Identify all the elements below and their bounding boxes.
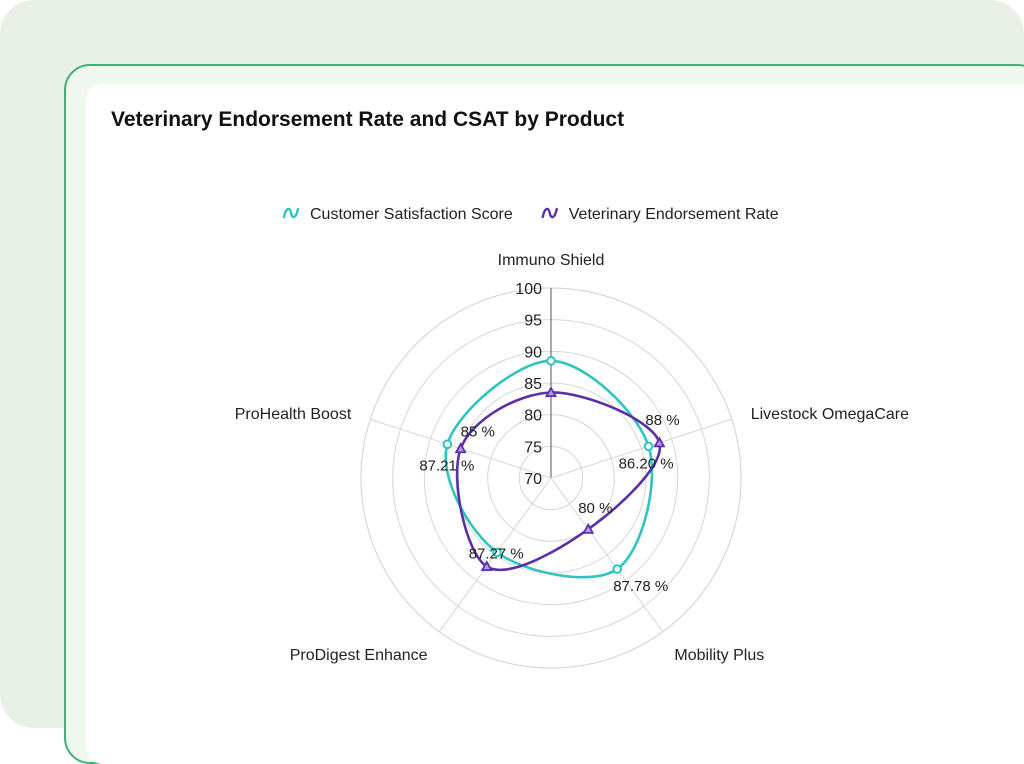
chart-card xyxy=(86,84,1024,764)
series-veterinary-endorsement-rate xyxy=(454,386,666,572)
legend-swatch-icon xyxy=(282,207,300,219)
series-line-customer-satisfaction-score xyxy=(444,359,654,579)
data-label-veterinary-endorsement-rate-mobility-plus: 80 % xyxy=(578,500,612,517)
data-label-customer-satisfaction-score-prohealth-boost: 87.21 % xyxy=(419,457,474,474)
point-customer-satisfaction-score-prohealth-boost[interactable] xyxy=(442,439,453,450)
radar-chart: 70 75 80 85 90 95 100 Immuno Shield Livestock O… xyxy=(235,206,909,669)
data-label-customer-satisfaction-score-livestock-omegacare: 86.20 % xyxy=(619,455,674,472)
point-customer-satisfaction-score-livestock-omegacare[interactable] xyxy=(643,441,654,452)
category-label-prodigest-enhance: ProDigest Enhance xyxy=(290,647,428,664)
legend-swatch-icon xyxy=(541,207,558,219)
legend-item-customer-satisfaction-score[interactable]: Customer Satisfaction Score xyxy=(282,206,513,223)
spoke-mobility-plus xyxy=(550,477,664,633)
point-veterinary-endorsement-rate-livestock-omegacare[interactable] xyxy=(653,436,666,448)
point-customer-satisfaction-score-immuno-shield[interactable] xyxy=(546,356,556,366)
point-customer-satisfaction-score-mobility-plus[interactable] xyxy=(612,564,622,574)
legend-label: Customer Satisfaction Score xyxy=(310,206,513,223)
tick-label-90: 90 xyxy=(524,344,542,361)
category-label-mobility-plus: Mobility Plus xyxy=(674,647,764,664)
category-labels: Immuno Shield Livestock OmegaCare Mobility… xyxy=(235,252,909,664)
category-label-prohealth-boost: ProHealth Boost xyxy=(235,406,352,423)
tick-label-85: 85 xyxy=(524,376,542,393)
tick-label-95: 95 xyxy=(524,313,542,330)
chart-title: Veterinary Endorsement Rate and CSAT by … xyxy=(111,108,625,131)
series-line-veterinary-endorsement-rate xyxy=(455,391,662,572)
data-labels: 86.20 % 87.78 % 87.21 % 88 % 80 % 87.27 % 85 % xyxy=(419,412,679,595)
tick-label-80: 80 xyxy=(524,408,542,425)
tick-label-100: 100 xyxy=(515,281,542,298)
tick-label-75: 75 xyxy=(524,439,542,456)
point-veterinary-endorsement-rate-prohealth-boost[interactable] xyxy=(454,442,467,454)
legend[interactable]: Customer Satisfaction Score Veterinary En… xyxy=(282,206,779,223)
tick-label-70: 70 xyxy=(524,471,542,488)
point-veterinary-endorsement-rate-prodigest-enhance[interactable] xyxy=(480,560,493,571)
spoke-livestock-omegacare xyxy=(550,418,732,479)
data-label-veterinary-endorsement-rate-prodigest-enhance: 87.27 % xyxy=(469,545,524,562)
point-veterinary-endorsement-rate-mobility-plus[interactable] xyxy=(582,522,595,534)
point-customer-satisfaction-score-prodigest-enhance[interactable] xyxy=(492,547,502,558)
series-customer-satisfaction-score xyxy=(442,356,654,579)
data-label-veterinary-endorsement-rate-livestock-omegacare: 88 % xyxy=(645,412,679,429)
category-label-immuno-shield: Immuno Shield xyxy=(498,252,605,269)
radial-tick-labels: 70 75 80 85 90 95 100 xyxy=(515,281,542,488)
category-label-livestock-omegacare: Livestock OmegaCare xyxy=(751,406,909,423)
series-group xyxy=(442,356,666,579)
data-label-customer-satisfaction-score-mobility-plus: 87.78 % xyxy=(613,578,668,595)
grid-ring-outer xyxy=(360,287,742,669)
legend-label: Veterinary Endorsement Rate xyxy=(569,206,779,223)
data-label-veterinary-endorsement-rate-prohealth-boost: 85 % xyxy=(461,424,495,441)
point-veterinary-endorsement-rate-immuno-shield[interactable] xyxy=(544,386,558,397)
legend-item-veterinary-endorsement-rate[interactable]: Veterinary Endorsement Rate xyxy=(541,206,779,223)
